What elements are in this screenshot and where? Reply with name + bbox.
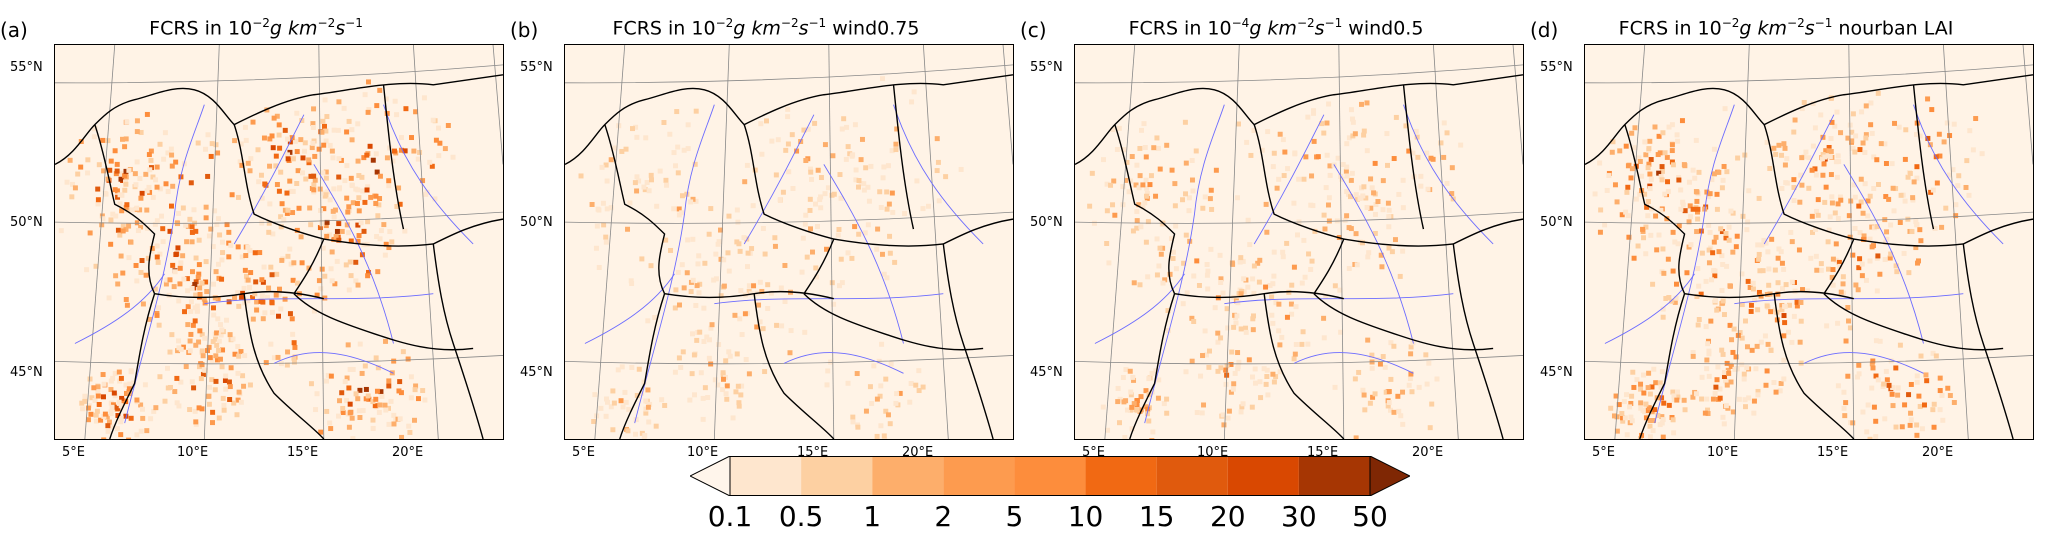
colorbar-swatch — [943, 456, 1015, 496]
panel-letter: (c) — [1020, 18, 1047, 42]
latitude-label: 50°N — [1030, 215, 1063, 230]
colorbar-tick-label: 20 — [1209, 500, 1246, 533]
colorbar-under-triangle — [688, 455, 731, 497]
emission-cells — [1087, 100, 1464, 439]
panel-title: FCRS in 10−2g km−2s−1 — [149, 16, 363, 40]
panel-title: FCRS in 10−2g km−2s−1 nourban LAI — [1618, 16, 1954, 40]
latitude-label: 50°N — [10, 215, 43, 230]
rivers — [584, 104, 984, 424]
colorbar-tick-label: 30 — [1281, 500, 1317, 533]
longitude-label: 20°E — [1922, 445, 1954, 460]
colorbar-tick-label: 50 — [1352, 500, 1388, 533]
map-panel: (d) FCRS in 10−2g km−2s−1 nourban LAI 55°N… — [1530, 0, 2034, 460]
latitude-label: 45°N — [1030, 365, 1063, 380]
colorbar-outline — [729, 456, 1371, 496]
colorbar-swatch — [1014, 456, 1086, 496]
colorbar-tick-label: 1 — [863, 500, 882, 533]
rivers — [1094, 104, 1494, 424]
latitude-label: 55°N — [520, 60, 553, 75]
longitude-label: 10°E — [1707, 445, 1739, 460]
colorbar-swatch — [872, 456, 944, 496]
longitude-label: 20°E — [392, 445, 424, 460]
colorbar-tick-label: 10 — [1067, 500, 1104, 533]
country-borders — [55, 74, 503, 439]
latitude-label: 45°N — [520, 365, 553, 380]
longitude-label: 20°E — [1412, 445, 1444, 460]
colorbar-swatch — [1085, 456, 1157, 496]
rivers — [1604, 104, 2004, 424]
rivers — [74, 104, 474, 424]
colorbar-tick-label: 0.5 — [778, 500, 824, 533]
map-panel: (c) FCRS in 10−4g km−2s−1 wind0.5 55°N 50°N… — [1020, 0, 1524, 460]
map-area — [1074, 44, 1524, 440]
colorbar-tick-label: 2 — [934, 500, 953, 533]
colorbar-swatch — [1227, 456, 1299, 496]
latitude-label: 55°N — [1540, 60, 1573, 75]
panel-letter: (a) — [0, 18, 28, 42]
latitude-label: 55°N — [1030, 60, 1063, 75]
emission-field — [1075, 45, 1523, 439]
colorbar-swatches — [688, 455, 1412, 497]
panel-title: FCRS in 10−4g km−2s−1 wind0.5 — [1128, 16, 1424, 40]
longitude-label: 5°E — [572, 445, 595, 460]
country-borders — [1075, 74, 1523, 439]
emission-cells — [1592, 90, 1985, 439]
colorbar-swatch — [801, 456, 873, 496]
latitude-label: 45°N — [1540, 365, 1573, 380]
graticule — [565, 45, 1013, 439]
colorbar-over-triangle — [1369, 455, 1412, 497]
panel-title: FCRS in 10−2g km−2s−1 wind0.75 — [612, 16, 920, 40]
colorbar — [688, 455, 1412, 497]
colorbar-tick-label: 5 — [1005, 500, 1024, 533]
longitude-label: 15°E — [1817, 445, 1849, 460]
colorbar-tick-label: 0.1 — [707, 500, 753, 533]
emission-field — [565, 45, 1013, 439]
map-panel: (a) FCRS in 10−2g km−2s−1 55°N 50°N 45°N 5°E 1… — [0, 0, 504, 460]
emission-cells — [58, 79, 456, 439]
longitude-label: 15°E — [287, 445, 319, 460]
emission-cells — [578, 76, 964, 439]
colorbar-swatch — [1156, 456, 1228, 496]
longitude-label: 10°E — [687, 445, 719, 460]
latitude-label: 45°N — [10, 365, 43, 380]
graticule — [55, 45, 503, 439]
latitude-label: 50°N — [1540, 215, 1573, 230]
longitude-label: 5°E — [1592, 445, 1615, 460]
latitude-label: 55°N — [10, 60, 43, 75]
map-panel: (b) FCRS in 10−2g km−2s−1 wind0.75 55°N 50°… — [510, 0, 1014, 460]
country-borders — [1585, 74, 2033, 439]
panel-letter: (b) — [510, 18, 539, 42]
colorbar-swatch — [730, 456, 802, 496]
map-area — [1584, 44, 2034, 440]
emission-field — [55, 45, 503, 439]
longitude-label: 5°E — [62, 445, 85, 460]
colorbar-swatch — [1298, 456, 1370, 496]
longitude-label: 10°E — [177, 445, 209, 460]
colorbar-tick-label: 15 — [1138, 500, 1175, 533]
country-borders — [565, 74, 1013, 439]
panel-letter: (d) — [1530, 18, 1559, 42]
latitude-label: 50°N — [520, 215, 553, 230]
map-area — [54, 44, 504, 440]
map-area — [564, 44, 1014, 440]
emission-field — [1585, 45, 2033, 439]
